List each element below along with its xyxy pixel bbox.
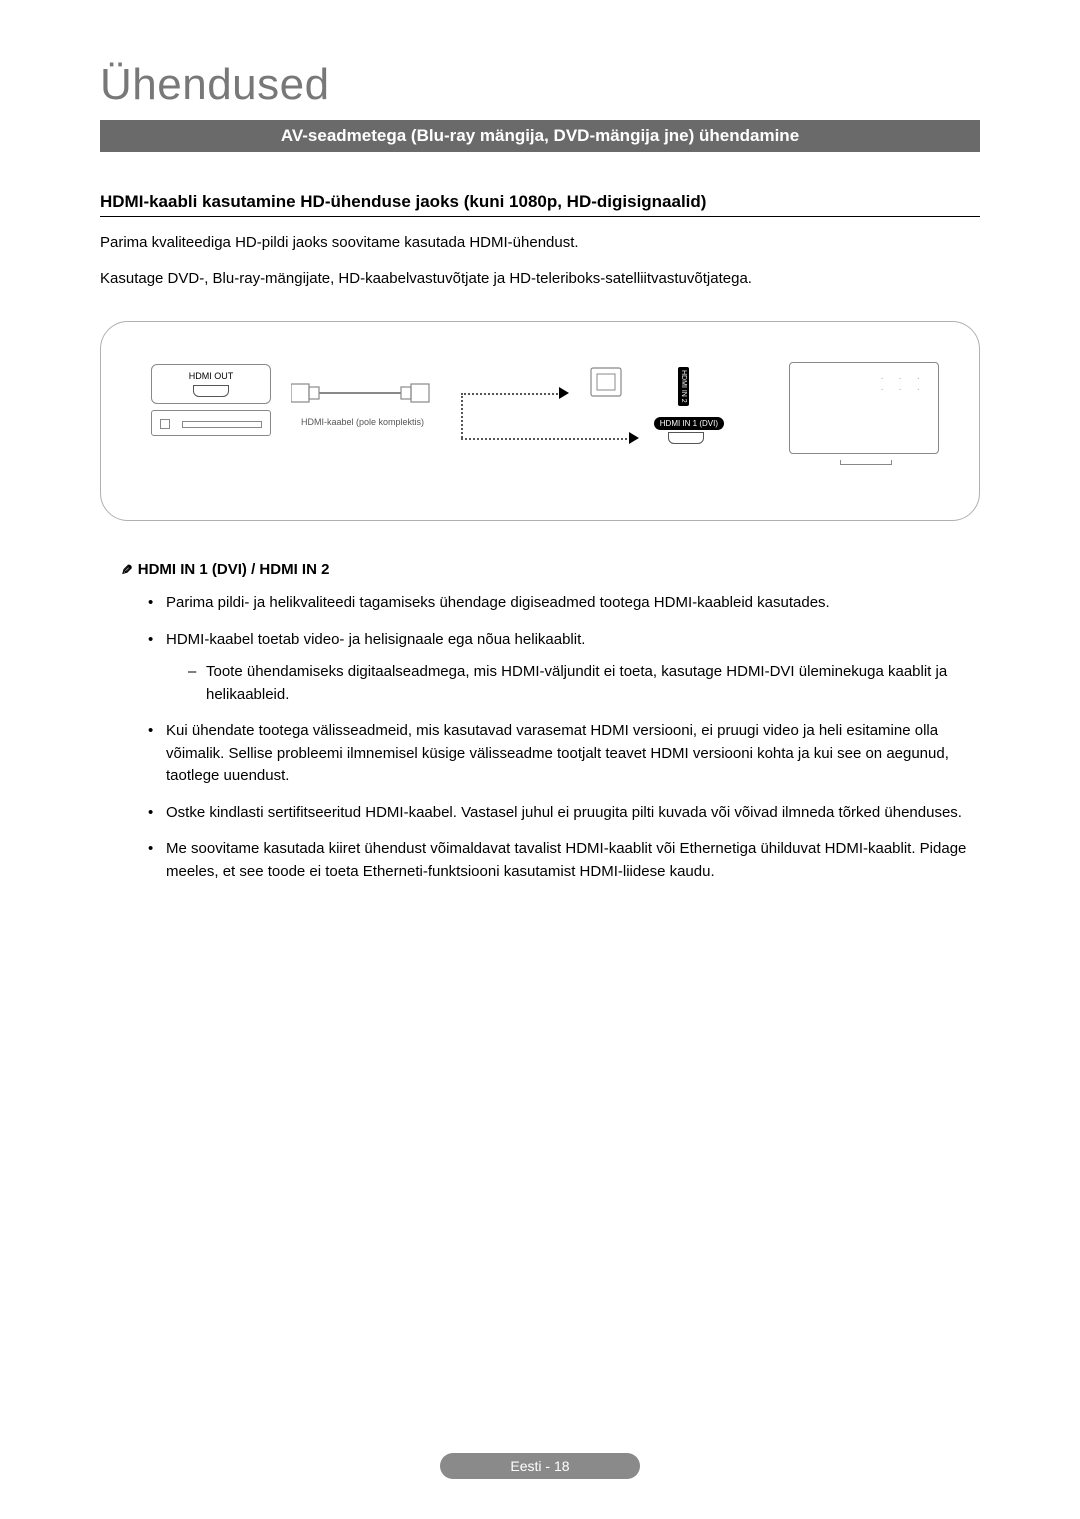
tv-indicator-dots: · · ·· · ·: [880, 373, 926, 395]
tv-front-icon: · · ·· · ·: [789, 362, 939, 462]
arrow-to-hdmi1: [461, 438, 631, 440]
arrow-head-icon: [629, 432, 639, 444]
player-icon: [151, 410, 271, 436]
note-title: HDMI IN 1 (DVI) / HDMI IN 2: [120, 561, 980, 578]
tv-back-hdmi2: [581, 364, 641, 409]
tv-back-hdmi1: [668, 432, 704, 444]
intro-line-2: Kasutage DVD-, Blu-ray-mängijate, HD-kaa…: [100, 267, 980, 291]
arrow-vertical: [461, 393, 463, 438]
bullet-item: Kui ühendate tootega välisseadmeid, mis …: [148, 720, 980, 788]
bullet-text: HDMI-kaabel toetab video- ja helisignaal…: [166, 631, 585, 648]
hdmi-cable-icon: [291, 378, 451, 413]
source-device: HDMI OUT: [151, 364, 271, 454]
arrow-to-hdmi2: [461, 393, 561, 395]
hdmi-port-icon: [193, 385, 229, 397]
page-number: Eesti - 18: [440, 1453, 639, 1479]
intro-line-1: Parima kvaliteediga HD-pildi jaoks soovi…: [100, 231, 980, 255]
section-bar: AV-seadmetega (Blu-ray mängija, DVD-mäng…: [100, 120, 980, 152]
bullet-item: Me soovitame kasutada kiiret ühendust võ…: [148, 838, 980, 883]
arrow-head-icon: [559, 387, 569, 399]
hdmi-port-icon: [668, 432, 704, 444]
cable-label: HDMI-kaabel (pole komplektis): [301, 417, 424, 427]
page-footer: Eesti - 18: [0, 1453, 1080, 1479]
note-block: HDMI IN 1 (DVI) / HDMI IN 2 Parima pildi…: [120, 561, 980, 883]
connection-diagram: HDMI OUT HDMI-kaabel (pole komplektis): [100, 321, 980, 521]
hdmi-in1-label: HDMI IN 1 (DVI): [654, 417, 724, 430]
subsection-title: HDMI-kaabli kasutamine HD-ühenduse jaoks…: [100, 192, 980, 217]
sub-bullet-item: Toote ühendamiseks digitaalseadmega, mis…: [188, 661, 980, 706]
hdmi-out-label: HDMI OUT: [156, 371, 266, 381]
hdmi-in2-label: HDMI IN 2: [678, 367, 689, 406]
bullet-item: Parima pildi- ja helikvaliteedi tagamise…: [148, 592, 980, 615]
bullet-item: HDMI-kaabel toetab video- ja helisignaal…: [148, 629, 980, 707]
hdmi-out-port: HDMI OUT: [151, 364, 271, 404]
bullet-item: Ostke kindlasti sertifitseeritud HDMI-ka…: [148, 802, 980, 825]
chapter-title: Ühendused: [100, 60, 980, 110]
